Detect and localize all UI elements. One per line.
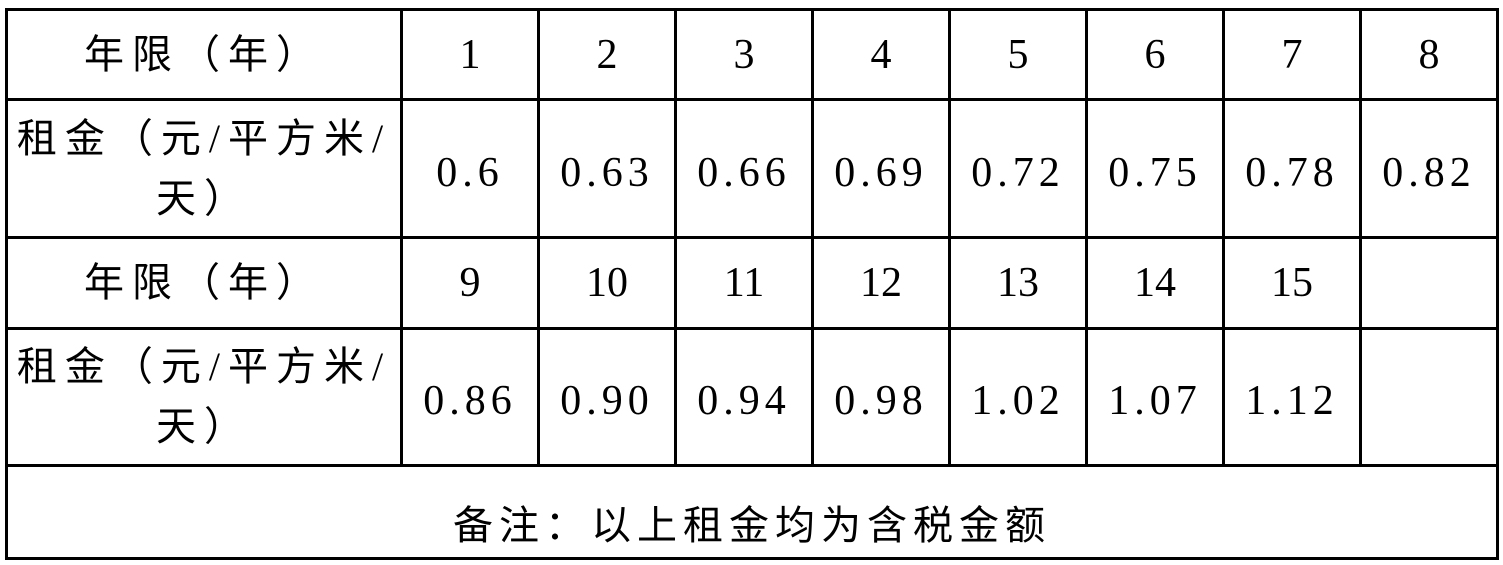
rent-row: 租金（元/平方米/天） 0.86 0.90 0.94 0.98 1.02 1.07 1.12 <box>5 327 1499 467</box>
rent-label: 租金（元/平方米/天） <box>5 327 403 467</box>
year-cell: 14 <box>1085 236 1225 330</box>
rent-cell: 1.02 <box>948 327 1088 467</box>
rent-cell: 1.07 <box>1085 327 1225 467</box>
rent-cell: 0.90 <box>537 327 677 467</box>
year-cell: 8 <box>1359 8 1499 101</box>
rent-table: 年限（年） 1 2 3 4 5 6 7 8 租金（元/平方米/天） 0.6 0.63 0.66 0.69 0… <box>5 8 1499 560</box>
rent-cell: 0.75 <box>1085 98 1225 239</box>
year-cell: 1 <box>400 8 540 101</box>
rent-label: 租金（元/平方米/天） <box>5 98 403 239</box>
year-cell: 10 <box>537 236 677 330</box>
year-cell: 11 <box>674 236 814 330</box>
note-row: 备注：以上租金均为含税金额 <box>5 464 1499 560</box>
rent-cell: 0.98 <box>811 327 951 467</box>
rent-cell: 0.72 <box>948 98 1088 239</box>
year-row: 年限（年） 1 2 3 4 5 6 7 8 <box>5 8 1499 101</box>
rent-cell <box>1359 327 1499 467</box>
rent-cell: 0.94 <box>674 327 814 467</box>
year-row: 年限（年） 9 10 11 12 13 14 15 <box>5 236 1499 330</box>
rent-cell: 0.78 <box>1222 98 1362 239</box>
rent-cell: 0.66 <box>674 98 814 239</box>
year-cell: 5 <box>948 8 1088 101</box>
year-cell <box>1359 236 1499 330</box>
year-cell: 12 <box>811 236 951 330</box>
note-text: 备注：以上租金均为含税金额 <box>5 464 1499 560</box>
rent-cell: 0.86 <box>400 327 540 467</box>
year-cell: 3 <box>674 8 814 101</box>
rent-cell: 0.63 <box>537 98 677 239</box>
rent-row: 租金（元/平方米/天） 0.6 0.63 0.66 0.69 0.72 0.75 0.78 0.… <box>5 98 1499 239</box>
rent-cell: 0.82 <box>1359 98 1499 239</box>
year-label: 年限（年） <box>5 236 403 330</box>
rent-cell: 0.69 <box>811 98 951 239</box>
year-cell: 15 <box>1222 236 1362 330</box>
year-cell: 13 <box>948 236 1088 330</box>
rent-cell: 0.6 <box>400 98 540 239</box>
rent-cell: 1.12 <box>1222 327 1362 467</box>
year-label: 年限（年） <box>5 8 403 101</box>
year-cell: 4 <box>811 8 951 101</box>
year-cell: 2 <box>537 8 677 101</box>
year-cell: 7 <box>1222 8 1362 101</box>
year-cell: 6 <box>1085 8 1225 101</box>
year-cell: 9 <box>400 236 540 330</box>
